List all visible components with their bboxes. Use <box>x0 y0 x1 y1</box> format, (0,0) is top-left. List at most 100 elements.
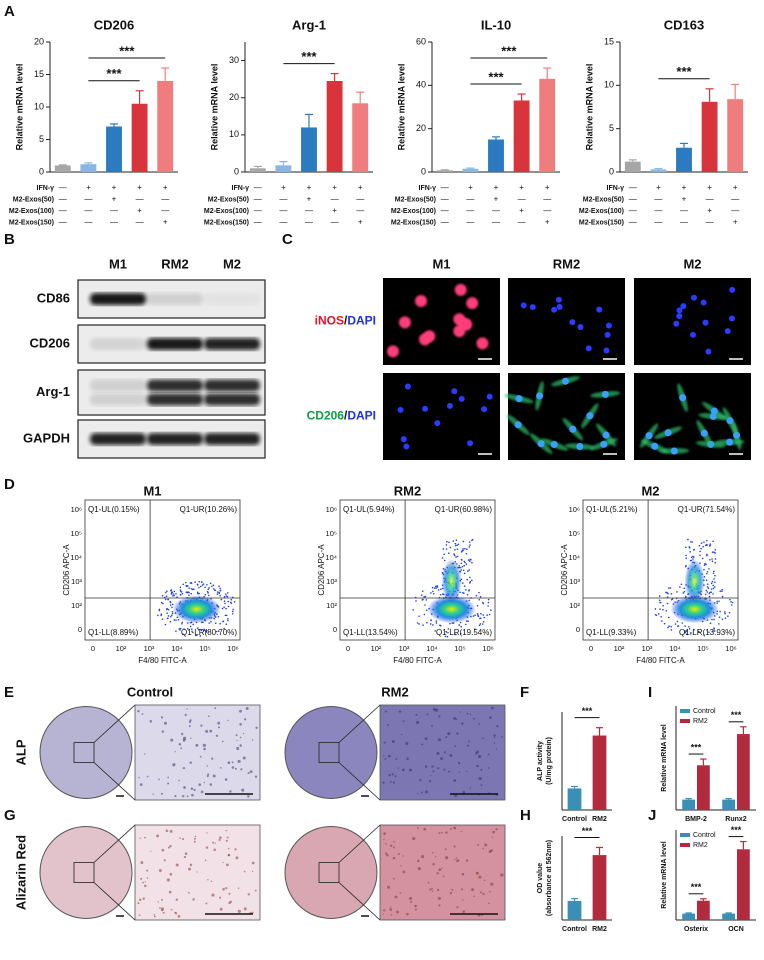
speck <box>169 872 173 876</box>
event <box>456 544 458 547</box>
x-tick-label: Osterix <box>684 926 708 933</box>
event <box>199 585 202 588</box>
event <box>182 583 185 586</box>
event <box>699 550 701 553</box>
speck <box>449 891 453 895</box>
blot-strip <box>77 369 266 416</box>
nucleus <box>555 296 562 303</box>
speck <box>199 755 202 758</box>
event <box>224 602 226 605</box>
condition-sign: — <box>731 206 739 215</box>
speck <box>382 913 384 915</box>
speck <box>491 706 494 710</box>
event <box>445 630 447 633</box>
condition-sign: + <box>494 195 499 204</box>
flow-y-tick-label: 10⁶ <box>71 505 82 514</box>
speck <box>235 734 238 737</box>
event <box>454 542 457 545</box>
quadrant-label: Q1-UR(60.98%) <box>435 505 493 514</box>
speck <box>167 846 170 849</box>
event <box>467 559 470 561</box>
event <box>206 583 208 586</box>
nucleus <box>585 345 592 352</box>
condition-sign: — <box>629 183 637 192</box>
speck <box>254 889 257 892</box>
nucleus <box>514 421 522 429</box>
zoom-box <box>73 742 95 763</box>
nucleus <box>676 313 683 320</box>
speck <box>182 738 186 742</box>
event <box>487 605 489 607</box>
density <box>684 559 705 604</box>
event <box>170 614 173 617</box>
speck <box>492 830 495 834</box>
flow-frame <box>339 499 496 641</box>
bar <box>696 765 710 810</box>
x-tick-label: RM2 <box>592 816 607 823</box>
event <box>435 620 438 622</box>
blot-band <box>204 338 260 350</box>
condition-label: IFN-γ <box>419 185 437 192</box>
event <box>171 606 173 609</box>
flow-x-tick-label: 10² <box>116 644 127 653</box>
event <box>666 602 669 605</box>
y-tick-label: 20 <box>416 123 426 133</box>
event <box>196 591 199 594</box>
event <box>429 623 432 625</box>
speck <box>142 881 145 884</box>
quadrant-label: Q1-LR(80.70%) <box>181 628 237 637</box>
speck <box>178 743 181 746</box>
speck <box>166 878 170 882</box>
event <box>488 613 491 616</box>
nucleus <box>700 299 707 306</box>
label-part: / <box>344 409 348 423</box>
bar <box>80 164 97 172</box>
flow-y-tick-label: 10⁶ <box>569 505 580 514</box>
event <box>227 605 230 608</box>
event <box>689 551 691 553</box>
event <box>703 568 705 571</box>
event <box>486 614 488 616</box>
speck <box>387 885 391 889</box>
event <box>476 612 479 615</box>
event <box>688 627 691 630</box>
speck <box>466 712 469 715</box>
bar <box>106 126 122 172</box>
nucleus <box>604 331 611 338</box>
event <box>714 581 716 583</box>
bar <box>722 799 736 810</box>
event <box>203 628 206 631</box>
speck <box>137 902 140 905</box>
legend-swatch <box>680 833 690 837</box>
nucleus <box>601 390 609 398</box>
event <box>714 548 717 551</box>
event <box>685 554 687 557</box>
x-tick-label: Control <box>562 816 587 823</box>
event <box>469 544 471 546</box>
event <box>175 630 177 632</box>
condition-sign: — <box>518 218 526 227</box>
condition-sign: + <box>112 183 117 192</box>
speck <box>153 915 156 918</box>
speck <box>441 831 443 834</box>
speck <box>383 755 385 757</box>
speck <box>138 776 140 779</box>
event <box>708 545 711 547</box>
speck <box>457 761 461 765</box>
event <box>729 598 731 601</box>
speck <box>156 834 160 838</box>
bar <box>722 913 736 920</box>
speck <box>391 740 395 743</box>
speck <box>221 740 224 743</box>
quadrant-label: Q1-LL(9.33%) <box>586 628 637 637</box>
condition-sign: — <box>466 195 474 204</box>
speck <box>478 754 482 758</box>
event <box>698 544 701 547</box>
speck <box>431 887 433 890</box>
speck <box>388 774 391 777</box>
event <box>690 556 693 559</box>
speck <box>465 770 468 773</box>
condition-label: IFN-γ <box>607 185 625 192</box>
event <box>468 546 471 548</box>
speck <box>192 898 195 901</box>
